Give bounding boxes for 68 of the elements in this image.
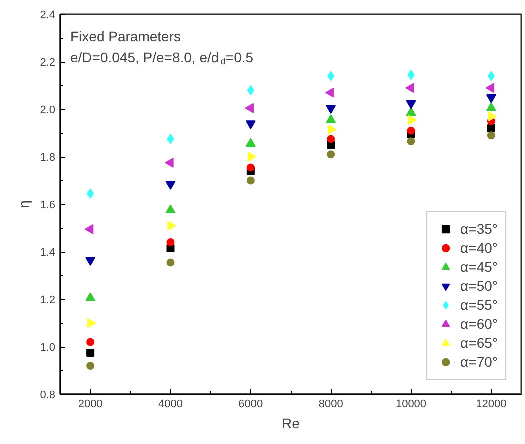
legend-label: α=40° — [460, 239, 498, 257]
point — [488, 71, 495, 82]
point — [486, 83, 495, 94]
legend-label: α=60° — [460, 315, 498, 333]
x-tick-label: 8000 — [318, 398, 344, 410]
legend-label: α=50° — [460, 277, 498, 295]
x-tick-label: 2000 — [78, 398, 103, 410]
y-tick-label: 1.4 — [40, 247, 56, 259]
x-tick-label: 12000 — [476, 398, 507, 410]
point — [406, 83, 414, 94]
y-tick-label: 1.2 — [40, 294, 56, 306]
point — [408, 70, 415, 80]
point — [325, 88, 334, 98]
y-tick-label: 0.8 — [40, 390, 56, 402]
point — [86, 292, 96, 302]
y-tick-label: 2.0 — [40, 104, 56, 116]
point — [86, 338, 95, 346]
point — [486, 102, 496, 112]
point — [487, 132, 496, 140]
point — [486, 94, 496, 104]
point — [327, 135, 336, 144]
point — [246, 120, 256, 130]
y-axis-title: η — [16, 200, 32, 208]
point — [328, 71, 335, 82]
annotation: Fixed Parameters — [70, 28, 181, 44]
point — [86, 348, 95, 357]
point — [487, 124, 496, 132]
point — [248, 152, 257, 162]
x-axis-title: Re — [282, 416, 300, 432]
point — [328, 124, 337, 135]
y-tick-label: 1.0 — [40, 342, 56, 354]
y-tick-label: 1.8 — [40, 152, 56, 164]
point — [167, 134, 174, 144]
y-tick-label: 2.2 — [40, 57, 56, 69]
legend-label: α=65° — [460, 334, 498, 352]
y-tick-label: 1.6 — [40, 200, 56, 212]
point — [166, 204, 176, 214]
point — [87, 188, 94, 199]
y-tick-label: 2.4 — [40, 10, 56, 22]
point — [245, 103, 254, 114]
point — [326, 114, 336, 124]
point — [406, 107, 416, 116]
point — [246, 164, 255, 172]
x-tick-label: 4000 — [158, 398, 183, 410]
point — [246, 176, 255, 185]
point — [247, 86, 254, 96]
point — [165, 158, 174, 168]
point — [166, 181, 176, 190]
point — [488, 112, 498, 122]
point — [407, 138, 416, 146]
legend-label: α=35° — [460, 220, 498, 238]
point — [166, 258, 175, 267]
point — [87, 318, 96, 328]
x-tick-label: 6000 — [238, 398, 264, 410]
point — [168, 220, 176, 231]
point — [326, 105, 336, 114]
point — [407, 126, 416, 135]
point — [166, 238, 175, 246]
legend-label: α=45° — [460, 258, 498, 276]
point — [406, 100, 416, 110]
legend-label: α=70° — [460, 353, 498, 371]
point — [327, 150, 336, 159]
point — [86, 362, 95, 370]
point — [84, 224, 94, 234]
x-tick-label: 10000 — [396, 398, 427, 410]
point — [246, 138, 256, 148]
legend-label: α=55° — [460, 296, 498, 314]
point — [408, 115, 417, 126]
